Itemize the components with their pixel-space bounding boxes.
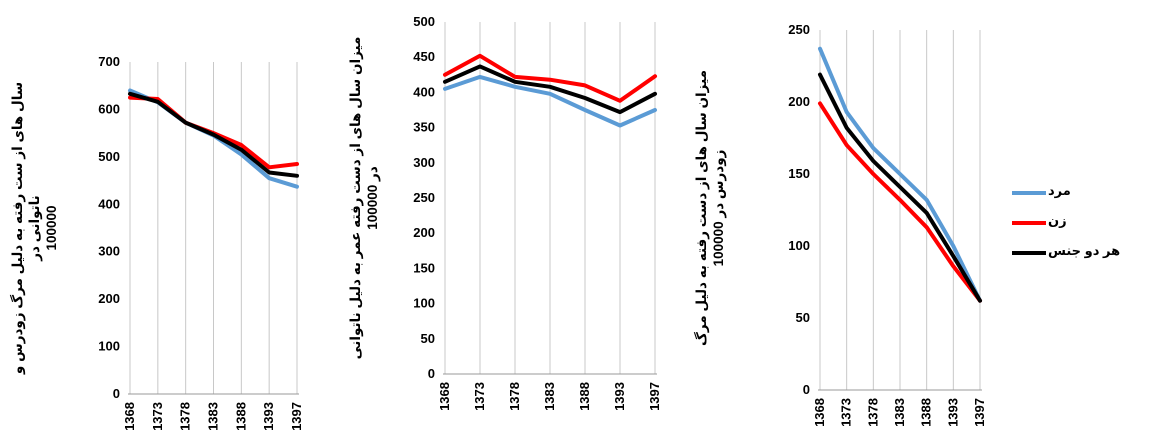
legend-swatch-both-sexes [1012,251,1046,255]
y-axis-label-line: زودرس در 100000 [711,150,726,267]
y-tick-label: 100 [788,238,810,253]
y-axis-label: میزان سال های از دست رفته عمر به دلیل نا… [348,37,380,360]
x-tick-label: 1368 [437,382,452,411]
legend-item-both-sexes: هر دو جنس [1012,240,1152,270]
legend: مرد زن هر دو جنس [1012,180,1152,270]
y-tick-label: 150 [788,166,810,181]
x-tick-label: 1393 [261,402,276,431]
y-tick-label: 100 [98,339,120,354]
series-line [128,91,299,178]
y-tick-label: 200 [98,291,120,306]
y-tick-label: 350 [413,120,435,135]
y-tick-label: 200 [413,225,435,240]
series-line [818,72,982,303]
y-tick-label: 200 [788,94,810,109]
legend-item-women: زن [1012,210,1152,240]
x-tick-label: 1368 [812,398,827,427]
y-tick-label: 250 [413,190,435,205]
x-tick-label: 1378 [865,398,880,427]
x-tick-label: 1373 [839,398,854,427]
y-tick-label: 250 [788,22,810,37]
y-tick-label: 0 [803,382,810,397]
series-line [818,101,982,303]
y-tick-label: 600 [98,101,120,116]
y-axis-label: میزان سال های از دست رفته به دلیل مرگ زود… [694,70,726,346]
x-tick-label: 1393 [945,398,960,427]
legend-item-men: مرد [1012,180,1152,210]
y-tick-label: 150 [413,260,435,275]
y-tick-label: 450 [413,49,435,64]
x-tick-label: 1368 [122,402,137,431]
legend-label-women: زن [1048,213,1067,228]
x-tick-label: 1383 [542,382,557,411]
x-tick-label: 1397 [289,402,304,431]
legend-label-both-sexes: هر دو جنس [1048,243,1121,258]
y-tick-label: 0 [428,366,435,381]
y-axis-label-line: میزان سال های از دست رفته عمر به دلیل نا… [348,37,363,360]
x-tick-label: 1388 [919,398,934,427]
x-tick-label: 1388 [233,402,248,431]
legend-label-men: مرد [1048,183,1071,198]
legend-swatch-men [1012,191,1046,195]
x-tick-label: 1397 [972,398,987,427]
x-tick-label: 1378 [178,402,193,431]
x-tick-label: 1378 [507,382,522,411]
y-tick-label: 500 [413,14,435,29]
series-line [443,53,657,103]
chart-1: 0 100 200 300 400 500 600 700 1368 1373 1378 1383 13… [10,54,304,431]
series-line [443,74,657,128]
series-line [818,46,982,303]
chart-3: 0 50 100 150 200 250 1368 1373 1378 1383 1388 1393 1… [694,22,987,427]
x-tick-label: 1383 [206,402,221,431]
x-tick-label: 1383 [892,398,907,427]
series-line [443,64,657,115]
y-axis-label: سال های از ست رفته به دلیل مرگ زودرس و نا… [10,82,59,375]
y-axis-label-line: سال های از ست رفته به دلیل مرگ زودرس و [10,82,25,375]
x-tick-label: 1373 [472,382,487,411]
x-tick-label: 1397 [647,382,662,411]
y-tick-label: 50 [796,310,810,325]
y-axis-label-line: در 100000 [365,166,380,230]
y-tick-label: 500 [98,149,120,164]
y-tick-label: 700 [98,54,120,69]
y-tick-label: 50 [421,331,435,346]
y-tick-label: 400 [413,84,435,99]
y-tick-label: 100 [413,296,435,311]
y-tick-label: 400 [98,196,120,211]
y-axis-label-line: ناتوانی در [27,195,42,261]
chart-2: 0 50 100 150 200 250 300 350 400 450 500 1368 1373 13… [348,14,662,411]
y-tick-label: 300 [98,244,120,259]
legend-swatch-women [1012,221,1046,225]
y-axis-label-line: میزان سال های از دست رفته به دلیل مرگ [694,70,709,346]
y-tick-label: 300 [413,155,435,170]
y-axis-label-line: 100000 [44,205,59,250]
x-tick-label: 1373 [150,402,165,431]
x-tick-label: 1388 [577,382,592,411]
x-tick-label: 1393 [612,382,627,411]
y-tick-label: 0 [113,386,120,401]
